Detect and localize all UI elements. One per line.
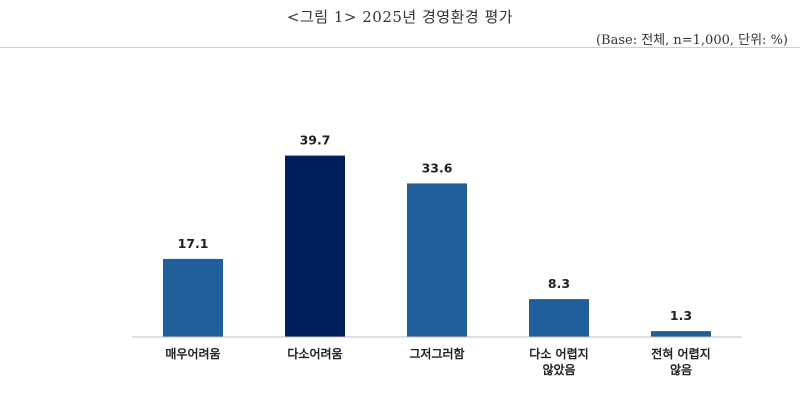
category-label-line: 전혀 어렵지 (651, 346, 710, 361)
bar-3 (407, 183, 467, 337)
data-label-4: 8.3 (548, 276, 570, 291)
labels-layer: 17.1 매우어려움 39.7 다소어려움 33.6 그저그러함 8.3 다소 어렵지 않았음 1… (165, 133, 710, 377)
category-label-line: 매우어려움 (165, 346, 220, 361)
base-note: (Base: 전체, n=1,000, 단위: %) (595, 33, 788, 48)
category-label-line: 않음 (670, 362, 692, 377)
category-label-3: 그저그러함 (409, 346, 464, 361)
bar-2 (285, 155, 345, 337)
category-label-4: 다소 어렵지 않았음 (529, 346, 588, 377)
data-label-5: 1.3 (670, 308, 692, 323)
data-label-3: 33.6 (422, 160, 453, 175)
category-label-5: 전혀 어렵지 않음 (651, 346, 710, 377)
category-label-line: 않았음 (542, 362, 575, 377)
figure-title: <그림 1> 2025년 경영환경 평가 (286, 8, 514, 26)
category-label-line: 그저그러함 (409, 346, 464, 361)
bar-5 (651, 331, 711, 337)
bars-layer (163, 155, 711, 337)
category-label-2: 다소어려움 (287, 346, 342, 361)
title-divider (0, 47, 800, 48)
bar-1 (163, 258, 223, 337)
category-label-1: 매우어려움 (165, 346, 220, 361)
data-label-1: 17.1 (178, 236, 209, 251)
category-label-line: 다소어려움 (287, 346, 342, 361)
category-label-line: 다소 어렵지 (529, 346, 588, 361)
data-label-2: 39.7 (300, 133, 331, 148)
bar-4 (529, 299, 589, 337)
